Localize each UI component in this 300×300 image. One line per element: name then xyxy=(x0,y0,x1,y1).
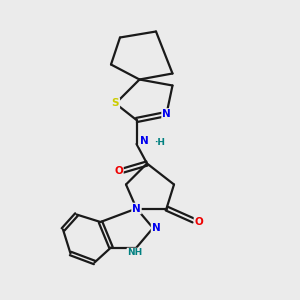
Text: O: O xyxy=(114,166,123,176)
Text: ·H: ·H xyxy=(154,138,165,147)
Text: N: N xyxy=(140,136,148,146)
Text: O: O xyxy=(194,217,203,227)
Text: NH: NH xyxy=(128,248,142,257)
Text: N: N xyxy=(132,203,141,214)
Text: S: S xyxy=(112,98,119,109)
Text: N: N xyxy=(152,223,160,233)
Text: N: N xyxy=(162,109,171,119)
